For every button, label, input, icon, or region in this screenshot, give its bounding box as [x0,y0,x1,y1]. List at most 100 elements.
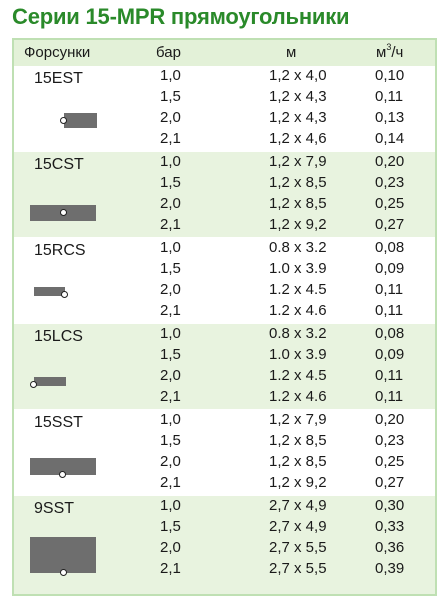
flow-value: 0,11 [375,388,404,405]
header-distance: м [286,44,297,61]
flow-value: 0,11 [375,281,404,298]
table-row: 1,0 1,2 x 7,9 0,20 [14,152,435,173]
pressure-value: 2,0 [160,109,181,126]
table-row: 2,1 1,2 x 4,6 0,14 [14,129,435,150]
pressure-value: 2,1 [160,474,181,491]
header-pressure: бар [156,44,181,61]
flow-value: 0,25 [375,453,405,470]
distance-value: 0.8 x 3.2 [269,325,327,342]
nozzle-name: 9SST [34,500,75,517]
flow-value: 0,11 [375,302,404,319]
page-title: Серии 15-MPR прямоугольники [12,4,350,29]
nozzle-group-15sst: 15SST 1,0 1,2 x 7,9 0,20 1,5 1,2 x 8,5 0… [14,410,435,495]
distance-value: 1.2 x 4.6 [269,388,327,405]
table-row: 1,5 1,2 x 8,5 0,23 [14,431,435,452]
flow-value: 0,27 [375,216,405,233]
nozzle-name: 15EST [34,70,83,87]
flow-value: 0,27 [375,474,405,491]
distance-value: 1,2 x 4,6 [269,130,327,147]
distance-value: 1,2 x 7,9 [269,411,327,428]
flow-value: 0,08 [375,325,405,342]
distance-value: 1.2 x 4.5 [269,367,327,384]
distance-value: 0.8 x 3.2 [269,239,327,256]
distance-value: 1,2 x 7,9 [269,153,327,170]
pressure-value: 1,0 [160,411,181,428]
table-row: 1,5 1,2 x 4,3 0,11 [14,87,435,108]
nozzle-group-15lcs: 15LCS 1,0 0.8 x 3.2 0,08 1,5 1.0 x 3.9 0… [14,324,435,409]
pressure-value: 1,5 [160,432,181,449]
nozzle-dot [59,471,66,478]
table-row: 2,0 1.2 x 4.5 0,11 [14,366,435,387]
nozzle-name: 15LCS [34,328,83,345]
nozzle-group-9sst: 9SST 1,0 2,7 x 4,9 0,30 1,5 2,7 x 4,9 0,… [14,496,435,594]
distance-value: 1,2 x 8,5 [269,174,327,191]
pressure-value: 2,1 [160,388,181,405]
table-row: 2,0 1,2 x 4,3 0,13 [14,108,435,129]
table-row: 2,1 1.2 x 4.6 0,11 [14,301,435,322]
flow-value: 0,08 [375,239,405,256]
table-row: 1,0 1,2 x 7,9 0,20 [14,410,435,431]
table-header: Форсунки бар м м3/ч [14,40,435,66]
distance-value: 2,7 x 4,9 [269,497,327,514]
pressure-value: 1,0 [160,153,181,170]
distance-value: 1,2 x 4,3 [269,88,327,105]
distance-value: 1,2 x 8,5 [269,453,327,470]
pressure-value: 2,0 [160,367,181,384]
pressure-value: 2,0 [160,453,181,470]
nozzle-name: 15RCS [34,242,86,259]
rectangle-spray-end-strip-icon [60,113,97,128]
table-row: 2,0 1,2 x 8,5 0,25 [14,452,435,473]
nozzle-dot [60,209,67,216]
nozzle-group-15rcs: 15RCS 1,0 0.8 x 3.2 0,08 1,5 1.0 x 3.9 0… [14,238,435,323]
table-row: 2,0 1,2 x 8,5 0,25 [14,194,435,215]
pressure-value: 2,0 [160,195,181,212]
flow-value: 0,20 [375,153,405,170]
flow-value: 0,11 [375,88,404,105]
distance-value: 2,7 x 5,5 [269,560,327,577]
table-row: 1,0 0.8 x 3.2 0,08 [14,238,435,259]
nozzle-group-15est: 15EST 1,0 1,2 x 4,0 0,10 1,5 1,2 x 4,3 0… [14,66,435,151]
flow-value: 0,23 [375,432,405,449]
flow-value: 0,11 [375,367,404,384]
rectangle-spray-side-strip-icon [30,458,96,478]
distance-value: 1.2 x 4.5 [269,281,327,298]
flow-value: 0,13 [375,109,405,126]
nozzle-name: 15SST [34,414,83,431]
pressure-value: 1,0 [160,497,181,514]
pressure-value: 1,0 [160,239,181,256]
table-row: 2,0 1.2 x 4.5 0,11 [14,280,435,301]
flow-value: 0,33 [375,518,405,535]
nozzle-name: 15CST [34,156,84,173]
table-row: 2,1 1,2 x 9,2 0,27 [14,215,435,236]
pressure-value: 1,0 [160,325,181,342]
nozzle-group-15cst: 15CST 1,0 1,2 x 7,9 0,20 1,5 1,2 x 8,5 0… [14,152,435,237]
flow-value: 0,10 [375,67,405,84]
rectangle-spray-center-strip-icon [30,205,96,221]
nozzle-dot [30,381,37,388]
nozzle-dot [61,291,68,298]
distance-value: 1.0 x 3.9 [269,346,327,363]
square-spray-side-icon [30,537,96,576]
pressure-value: 2,1 [160,560,181,577]
distance-value: 1,2 x 9,2 [269,474,327,491]
table-row: 1,5 1.0 x 3.9 0,09 [14,345,435,366]
flow-value: 0,36 [375,539,405,556]
flow-value: 0,14 [375,130,405,147]
flow-value: 0,20 [375,411,405,428]
pressure-value: 1,5 [160,174,181,191]
flow-value: 0,25 [375,195,405,212]
rectangle-spray-left-corner-strip-icon [30,377,66,388]
pressure-value: 1,5 [160,518,181,535]
table-row: 1,0 2,7 x 4,9 0,30 [14,496,435,517]
rectangle-spray-right-corner-strip-icon [34,287,68,298]
pressure-value: 2,1 [160,216,181,233]
table-row: 1,0 1,2 x 4,0 0,10 [14,66,435,87]
flow-value: 0,30 [375,497,405,514]
table-row: 1,5 1,2 x 8,5 0,23 [14,173,435,194]
nozzle-spec-table: Форсунки бар м м3/ч 15EST 1,0 1,2 x 4,0 … [12,38,437,596]
nozzle-dot [60,117,67,124]
distance-value: 1,2 x 9,2 [269,216,327,233]
table-row: 2,1 1,2 x 9,2 0,27 [14,473,435,494]
distance-value: 1,2 x 4,0 [269,67,327,84]
pressure-value: 1,5 [160,260,181,277]
